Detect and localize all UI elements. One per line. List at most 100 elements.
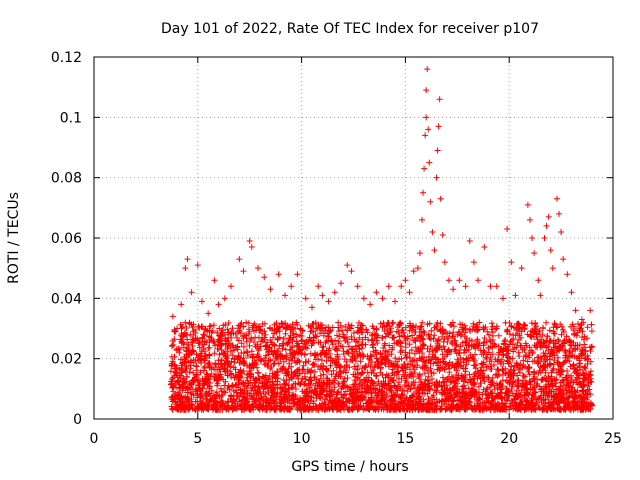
data-point	[360, 295, 367, 302]
y-axis-label: ROTI / TECUs	[6, 192, 22, 284]
data-point	[524, 201, 531, 208]
data-point	[331, 289, 338, 296]
density-band-points	[167, 319, 596, 413]
x-tick-label: 20	[500, 431, 518, 447]
y-tick-label: 0.02	[51, 352, 82, 368]
data-point	[392, 298, 399, 305]
data-point	[402, 277, 409, 284]
data-point	[373, 289, 380, 296]
axis-ticks	[93, 56, 614, 420]
data-point	[545, 213, 552, 220]
data-point	[543, 222, 550, 229]
data-point	[419, 216, 426, 223]
data-point	[302, 295, 309, 302]
data-point	[246, 238, 253, 245]
data-point	[541, 235, 548, 241]
data-point	[445, 277, 452, 284]
data-point	[578, 316, 585, 323]
data-point	[518, 265, 525, 272]
data-point	[248, 244, 255, 251]
data-point	[406, 289, 413, 296]
data-point	[379, 295, 386, 302]
y-tick-label: 0.1	[60, 110, 82, 126]
data-point	[385, 283, 392, 290]
data-point	[433, 174, 440, 181]
data-point	[481, 244, 488, 251]
data-point	[354, 283, 361, 290]
data-point	[470, 259, 477, 266]
x-tick-label: 5	[193, 431, 202, 447]
data-point	[456, 277, 463, 284]
data-point	[556, 210, 563, 217]
data-point	[198, 298, 205, 305]
x-tick-label: 10	[293, 431, 311, 447]
data-point	[315, 283, 322, 290]
data-point	[416, 250, 423, 257]
chart-title: Day 101 of 2022, Rate Of TEC Index for r…	[161, 21, 539, 37]
grid-lines	[94, 57, 613, 419]
data-point	[423, 87, 430, 94]
x-tick-label: 0	[90, 431, 99, 447]
data-point	[512, 292, 519, 299]
data-point	[466, 238, 473, 245]
data-point	[421, 165, 428, 172]
x-tick-label: 15	[396, 431, 414, 447]
data-point	[261, 274, 268, 281]
data-point	[439, 231, 446, 238]
data-point	[434, 147, 441, 154]
data-point	[267, 286, 274, 293]
data-point	[325, 298, 332, 305]
y-tick-label: 0.06	[51, 231, 82, 247]
data-point	[441, 259, 448, 266]
data-point	[568, 289, 575, 296]
y-tick-label: 0	[73, 412, 82, 428]
data-point	[487, 283, 494, 290]
y-tick-label: 0.04	[51, 291, 82, 307]
data-point	[526, 216, 533, 223]
data-point	[553, 195, 560, 202]
data-point	[174, 325, 181, 332]
data-point	[188, 289, 195, 296]
data-point	[508, 259, 515, 266]
data-point	[531, 250, 538, 257]
data-point	[414, 265, 421, 272]
data-point	[338, 280, 345, 287]
data-points	[167, 66, 596, 413]
data-point	[504, 225, 511, 232]
axis-tick-labels: 0 5 10 15 20 25 0 0.02 0.04 0.06 0.08 0.1 0.12	[51, 50, 622, 447]
data-point	[475, 277, 482, 284]
data-point	[423, 114, 430, 121]
data-point	[178, 301, 185, 308]
data-point	[182, 265, 189, 272]
data-point	[499, 295, 506, 302]
data-point	[422, 132, 429, 139]
data-point	[535, 277, 542, 284]
data-point	[420, 189, 427, 196]
data-point	[255, 265, 262, 272]
data-point	[194, 262, 201, 269]
y-tick-label: 0.08	[51, 171, 82, 187]
data-point	[319, 292, 326, 299]
data-point	[211, 277, 218, 284]
data-point	[572, 307, 579, 314]
data-point	[288, 283, 295, 290]
data-point	[221, 295, 228, 302]
x-tick-label: 25	[604, 431, 622, 447]
data-point	[549, 265, 556, 272]
data-point	[367, 301, 374, 308]
data-point	[462, 283, 469, 290]
data-point	[348, 268, 355, 275]
data-point	[275, 271, 282, 278]
data-point	[281, 292, 288, 299]
data-point	[426, 159, 433, 166]
data-point	[410, 268, 417, 275]
data-point	[564, 271, 571, 278]
data-point	[425, 126, 432, 133]
data-point	[529, 235, 536, 241]
data-point	[427, 198, 434, 205]
data-point	[437, 195, 444, 202]
data-point	[558, 228, 565, 235]
data-point	[240, 268, 247, 275]
data-point	[184, 256, 191, 263]
